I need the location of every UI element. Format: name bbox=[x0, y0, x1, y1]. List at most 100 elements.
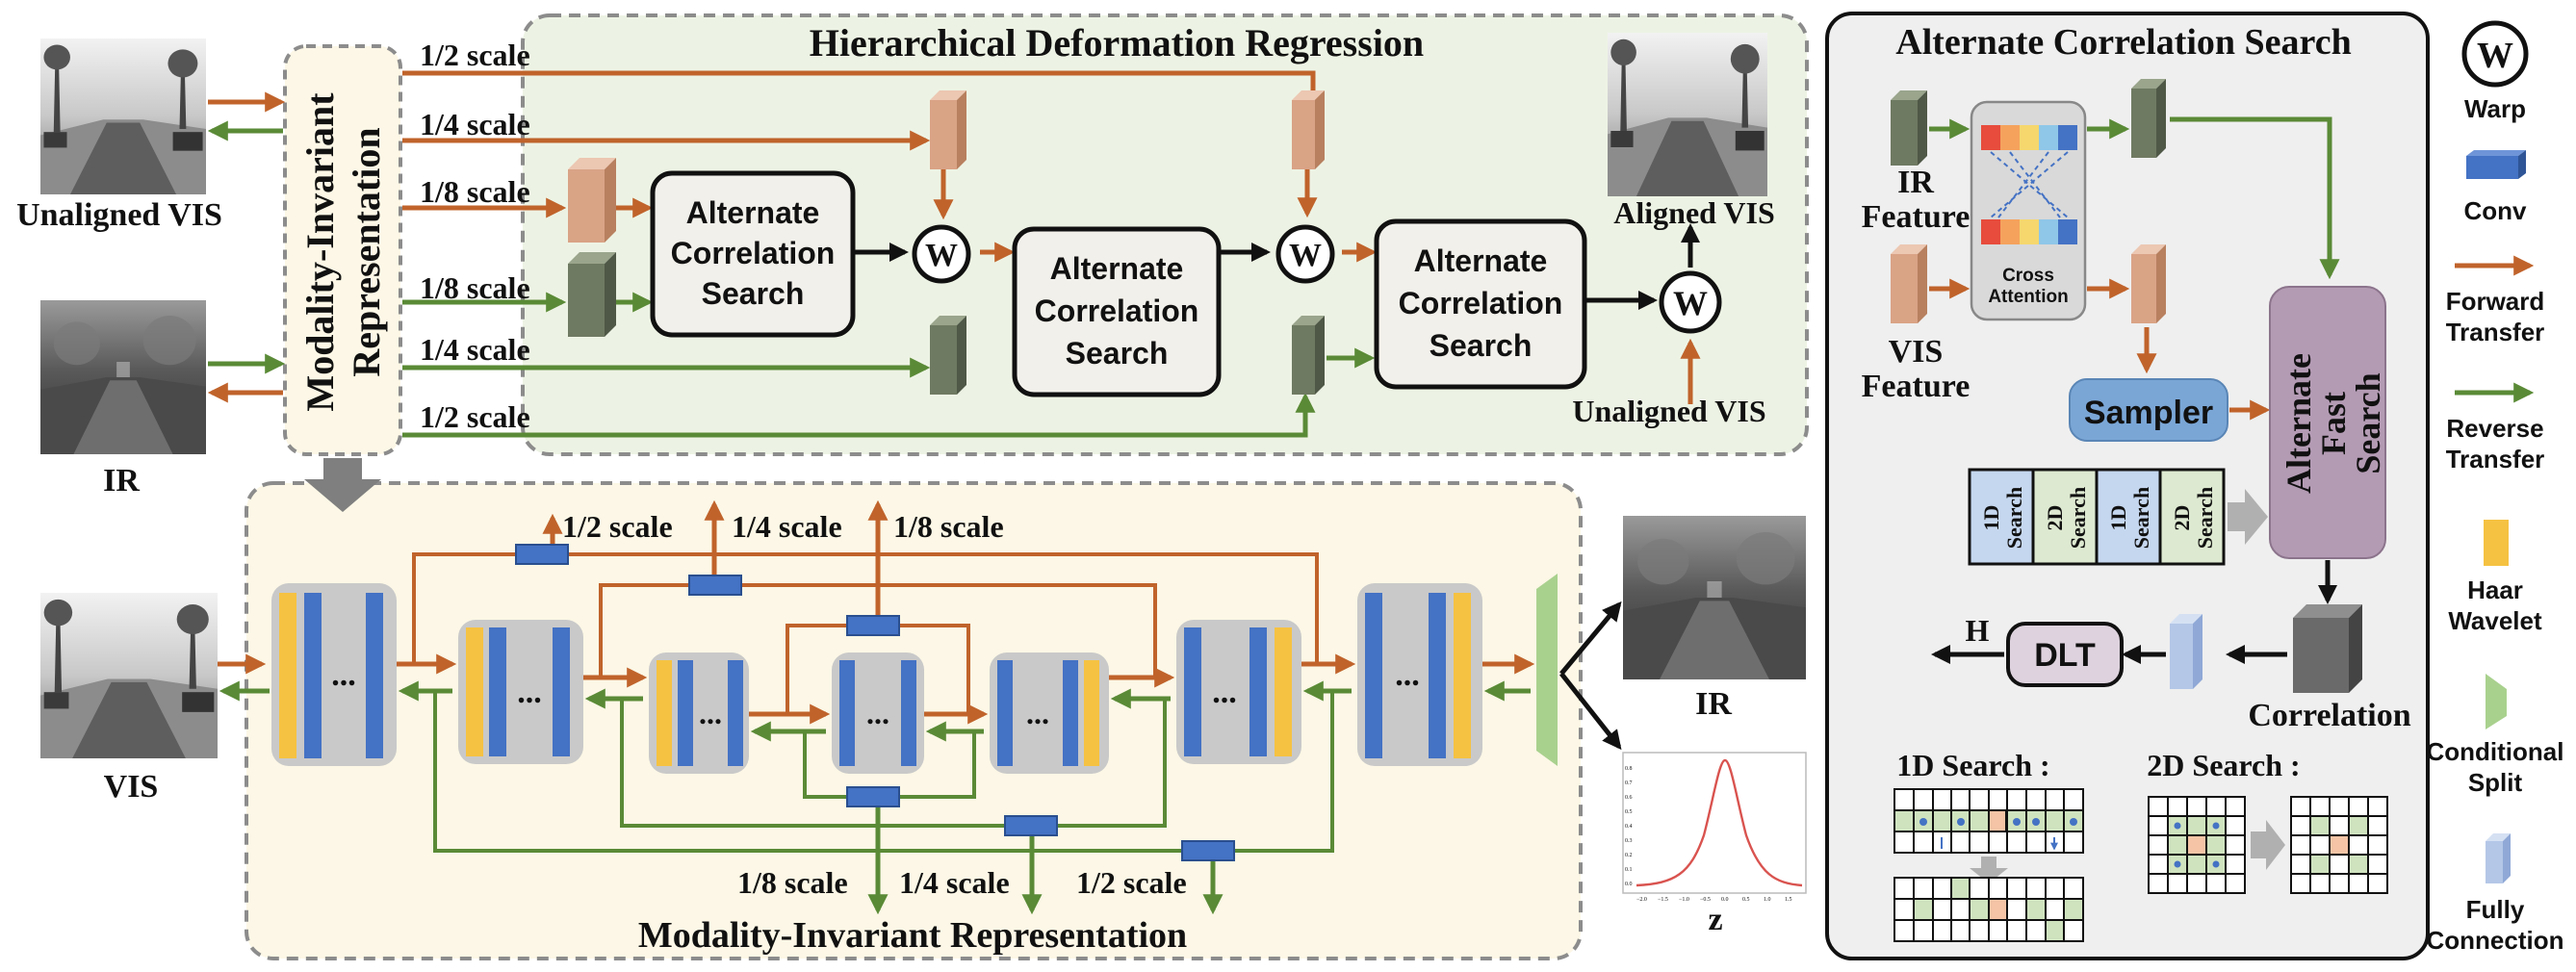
modality-invariant-box bbox=[283, 44, 402, 456]
conv-bottom-1 bbox=[846, 786, 900, 807]
svg-text:...: ... bbox=[1026, 696, 1049, 730]
svg-text:Transfer: Transfer bbox=[2446, 318, 2545, 346]
hdr-scale-4: 1/8 scale bbox=[420, 270, 530, 305]
legend-conv-label: Conv bbox=[2464, 196, 2528, 225]
legend-warp-label: Warp bbox=[2464, 94, 2526, 123]
search-1d-label: 1D Search : bbox=[1896, 748, 2049, 782]
svg-text:0.5: 0.5 bbox=[1625, 809, 1633, 815]
unet-block-6: ... bbox=[1176, 620, 1301, 764]
dlt-box bbox=[2006, 622, 2124, 687]
unaligned-vis-label: Unaligned VIS bbox=[16, 197, 222, 233]
svg-text:0.7: 0.7 bbox=[1625, 780, 1633, 786]
warp-2: W bbox=[1275, 224, 1335, 284]
gauss-yticks: 0.8 0.7 0.6 0.5 0.4 0.3 0.2 0.1 0.0 bbox=[1625, 766, 1633, 887]
svg-text:0.0: 0.0 bbox=[1721, 897, 1729, 903]
ir-attended-cube bbox=[2131, 79, 2166, 158]
search-sequence: 1D Search 2D Search 1D Search 2D Search bbox=[1968, 468, 2226, 566]
hdr-scale-1: 1/2 scale bbox=[420, 38, 530, 72]
conv-bottom-2 bbox=[1004, 815, 1058, 836]
warp-3: W bbox=[1659, 270, 1722, 334]
conditional-split-shape bbox=[1536, 574, 1558, 766]
mir-bottom-scale-2: 1/4 scale bbox=[899, 865, 1010, 900]
legend-forward: Forward Transfer bbox=[2446, 255, 2545, 346]
feature-cube-1-2-vis bbox=[1292, 90, 1325, 169]
acs-block-1-l3: Search bbox=[702, 276, 805, 311]
svg-text:1D: 1D bbox=[2106, 505, 2130, 531]
acs-block-2 bbox=[1012, 226, 1222, 397]
ir-left-label: IR bbox=[103, 463, 140, 499]
svg-text:Haar: Haar bbox=[2467, 576, 2523, 604]
svg-text:0.1: 0.1 bbox=[1625, 867, 1633, 873]
vis-mir-label: VIS bbox=[104, 769, 159, 805]
gaussian-plot: −2.0 −1.5 −1.0 −0.5 0.0 0.5 1.0 1.5 0.8 … bbox=[1622, 752, 1807, 903]
cross-attention-box bbox=[1970, 100, 2087, 321]
svg-text:...: ... bbox=[331, 657, 356, 693]
svg-text:Search: Search bbox=[2066, 487, 2090, 549]
mir-vertical-label-2: Representation bbox=[345, 127, 388, 376]
svg-text:W: W bbox=[2477, 36, 2513, 76]
acs-title: Alternate Correlation Search bbox=[1895, 22, 2351, 63]
conv-top-3 bbox=[846, 615, 900, 636]
grid-1d-top-dots bbox=[1919, 818, 2077, 826]
feature-cube-1-4-vis bbox=[930, 90, 966, 169]
unet-block-1: ... bbox=[271, 583, 397, 766]
ir-feature-l1: IR bbox=[1897, 165, 1934, 200]
correlation-label: Correlation bbox=[2248, 698, 2410, 733]
legend-conv: Conv bbox=[2464, 150, 2528, 225]
unet-block-7: ... bbox=[1357, 583, 1482, 766]
acs-block-1 bbox=[650, 170, 856, 338]
svg-text:...: ... bbox=[1212, 675, 1237, 710]
warp-1: W bbox=[912, 224, 971, 284]
svg-text:Split: Split bbox=[2468, 768, 2523, 797]
unet-block-2: ... bbox=[458, 620, 583, 764]
dlt-label: DLT bbox=[2034, 637, 2096, 674]
vis-attended-cube bbox=[2131, 244, 2166, 323]
sampler-box bbox=[2069, 378, 2228, 442]
ir-feature-l2: Feature bbox=[1862, 199, 1971, 235]
svg-text:0.3: 0.3 bbox=[1625, 838, 1633, 844]
ir-output-label: IR bbox=[1695, 686, 1732, 722]
legend-reverse: Reverse Transfer bbox=[2446, 382, 2544, 473]
hdr-scale-3: 1/8 scale bbox=[420, 174, 530, 209]
svg-text:0.2: 0.2 bbox=[1625, 853, 1633, 858]
svg-text:−1.5: −1.5 bbox=[1658, 897, 1668, 903]
svg-text:Reverse: Reverse bbox=[2446, 414, 2543, 443]
legend-split: Conditional Split bbox=[2427, 674, 2563, 797]
legend-warp: W Warp bbox=[2461, 20, 2529, 123]
acs-block-1-l2: Correlation bbox=[671, 236, 836, 270]
svg-text:...: ... bbox=[1395, 657, 1420, 693]
svg-text:Search: Search bbox=[2002, 487, 2026, 549]
gauss-ticks: −2.0 −1.5 −1.0 −0.5 0.0 0.5 1.0 1.5 bbox=[1636, 897, 1792, 903]
svg-text:Wavelet: Wavelet bbox=[2448, 606, 2542, 635]
acs-block-2-l2: Correlation bbox=[1035, 294, 1199, 328]
hdr-scale-5: 1/4 scale bbox=[420, 332, 530, 367]
down-block-arrow bbox=[304, 458, 381, 512]
svg-text:Fully: Fully bbox=[2466, 895, 2525, 924]
ir-feature-cube bbox=[1891, 90, 1927, 166]
correlation-cube bbox=[2293, 604, 2362, 693]
sampler-label: Sampler bbox=[2084, 395, 2213, 431]
svg-text:W: W bbox=[1673, 284, 1708, 322]
svg-text:...: ... bbox=[866, 696, 889, 730]
search-2d-label: 2D Search : bbox=[2147, 748, 2300, 782]
acs-block-3-l3: Search bbox=[1430, 328, 1533, 363]
conv-top-1 bbox=[515, 544, 569, 565]
svg-text:−2.0: −2.0 bbox=[1636, 897, 1647, 903]
grid-2d-left-dots bbox=[2174, 822, 2220, 868]
acs-block-2-l1: Alternate bbox=[1050, 251, 1184, 286]
vis-feature-l1: VIS bbox=[1889, 334, 1944, 370]
svg-text:W: W bbox=[925, 238, 958, 273]
svg-text:−0.5: −0.5 bbox=[1700, 897, 1711, 903]
grid-1d-bottom bbox=[1893, 877, 2084, 942]
unet-block-4: ... bbox=[832, 652, 924, 774]
legend-fc: Fully Connection bbox=[2427, 833, 2564, 955]
svg-text:Search: Search bbox=[2193, 487, 2217, 549]
unaligned-vis-hdr-label: Unaligned VIS bbox=[1572, 394, 1765, 428]
gray-arrow-2d bbox=[2251, 820, 2285, 870]
acs-block-3-l2: Correlation bbox=[1399, 286, 1563, 320]
svg-text:0.8: 0.8 bbox=[1625, 766, 1633, 772]
feature-cube-1-8-ir bbox=[568, 252, 616, 337]
ir-image bbox=[40, 300, 206, 454]
fast-search-l2: Fast bbox=[2314, 392, 2353, 455]
